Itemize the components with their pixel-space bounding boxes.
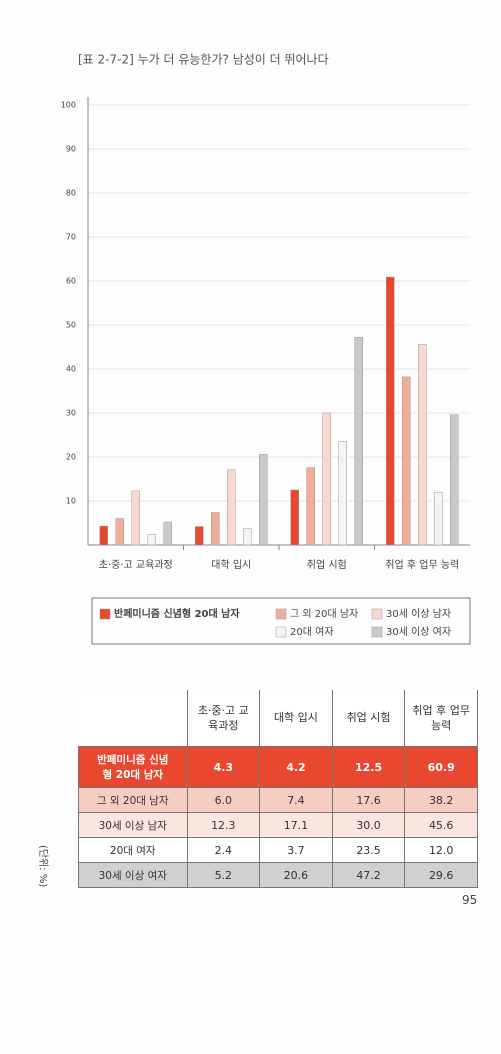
bar	[243, 528, 252, 546]
legend-box	[91, 597, 471, 645]
y-tick-label: 90	[66, 145, 76, 154]
table-header: 취업 후 업무 능력	[404, 690, 478, 747]
x-tick-label: 취업 시험	[307, 558, 347, 571]
bar	[322, 412, 331, 546]
table-cell: 12.5	[331, 746, 406, 788]
table-cell: 23.5	[331, 837, 406, 863]
legend-label: 30세 이상 여자	[386, 626, 451, 638]
bar	[163, 521, 172, 546]
bar	[290, 489, 299, 546]
column-header: 대학 입시	[273, 711, 318, 725]
table-row: 30세 이상 남자 12.3 17.1 30.0 45.6	[78, 812, 478, 838]
table-cell: 6.0	[186, 787, 261, 813]
bar	[99, 525, 108, 546]
bar	[402, 376, 411, 546]
table-cell: 30.0	[331, 812, 406, 838]
column-header: 초·중·고 교육과정	[197, 703, 249, 732]
bar	[259, 454, 268, 546]
bar	[434, 491, 443, 546]
column-header: 취업 시험	[346, 711, 391, 725]
table-cell: 45.6	[404, 812, 478, 838]
bar	[386, 276, 395, 546]
legend-label: 30세 이상 남자	[386, 608, 451, 620]
unit-label: (단위: %)	[37, 845, 48, 888]
x-tick-label: 초·중·고 교육과정	[99, 559, 173, 571]
table-cell: 12.3	[186, 812, 261, 838]
table-cell: 47.2	[331, 862, 406, 888]
legend-swatch	[371, 626, 383, 638]
table-cell: 38.2	[404, 787, 478, 813]
bar	[195, 526, 204, 546]
y-tick-label: 30	[66, 409, 76, 418]
bar	[131, 490, 140, 546]
bar	[418, 344, 427, 546]
bar	[354, 337, 363, 546]
y-tick-label: 20	[66, 453, 76, 462]
table-cell: 29.6	[404, 862, 478, 888]
table-cell: 60.9	[404, 746, 478, 788]
table-header: 초·중·고 교육과정	[186, 690, 261, 747]
table-header: 취업 시험	[331, 690, 406, 747]
table-cell: 20.6	[259, 862, 333, 888]
table-cell: 4.2	[259, 746, 333, 788]
legend-label: 20대 여자	[290, 626, 334, 638]
y-tick-label: 40	[66, 365, 76, 374]
bar	[338, 441, 347, 546]
table-corner	[78, 690, 188, 747]
table-cell: 2.4	[186, 837, 261, 863]
y-tick-label: 60	[66, 277, 76, 286]
table-cell: 12.0	[404, 837, 478, 863]
chart: [표 2-7-2] 누가 더 유능한가? 남성이 더 뛰어나다 10 20 30 40…	[61, 53, 471, 645]
bar	[115, 518, 124, 546]
table-row: 그 외 20대 남자 6.0 7.4 17.6 38.2	[78, 787, 478, 813]
bar	[450, 414, 459, 546]
bar	[147, 534, 156, 546]
table-header-row: 초·중·고 교육과정 대학 입시 취업 시험 취업 후 업무 능력	[78, 690, 478, 747]
page-number: 95	[462, 893, 478, 907]
legend-swatch	[371, 608, 383, 620]
row-header: 30세 이상 여자	[78, 862, 188, 888]
legend-swatch	[275, 626, 287, 638]
column-header: 취업 후 업무 능력	[412, 703, 470, 732]
table-cell: 17.1	[259, 812, 333, 838]
row-header: 30세 이상 남자	[78, 812, 188, 838]
table-row: 반페미니즘 신념형 20대 남자 4.3 4.2 12.5 60.9	[78, 746, 478, 788]
table-cell: 5.2	[186, 862, 261, 888]
table-cell: 17.6	[331, 787, 406, 813]
row-header: 20대 여자	[78, 837, 188, 863]
table-row: 20대 여자 2.4 3.7 23.5 12.0	[78, 837, 478, 863]
bar	[306, 467, 315, 546]
bar	[211, 512, 220, 546]
y-tick-label: 70	[66, 233, 76, 242]
bar	[227, 469, 236, 546]
table-cell: 7.4	[259, 787, 333, 813]
y-tick-label: 50	[66, 321, 76, 330]
y-tick-label: 10	[66, 497, 76, 506]
legend-swatch	[99, 608, 111, 620]
table-cell: 4.3	[186, 746, 261, 788]
x-tick-label: 대학 입시	[211, 558, 251, 571]
row-header: 그 외 20대 남자	[78, 787, 188, 813]
legend-label: 반페미니즘 신념형 20대 남자	[114, 607, 240, 620]
x-tick-label: 취업 후 업무 능력	[385, 558, 459, 571]
table-row: 30세 이상 여자 5.2 20.6 47.2 29.6	[78, 862, 478, 888]
legend-swatch	[275, 608, 287, 620]
chart-title: [표 2-7-2] 누가 더 유능한가? 남성이 더 뛰어나다	[78, 53, 329, 67]
y-tick-label: 100	[61, 101, 76, 110]
table-cell: 3.7	[259, 837, 333, 863]
table-header: 대학 입시	[259, 690, 333, 747]
y-tick-label: 80	[66, 189, 76, 198]
legend-label: 그 외 20대 남자	[290, 608, 358, 620]
row-header: 반페미니즘 신념형 20대 남자	[78, 746, 188, 788]
